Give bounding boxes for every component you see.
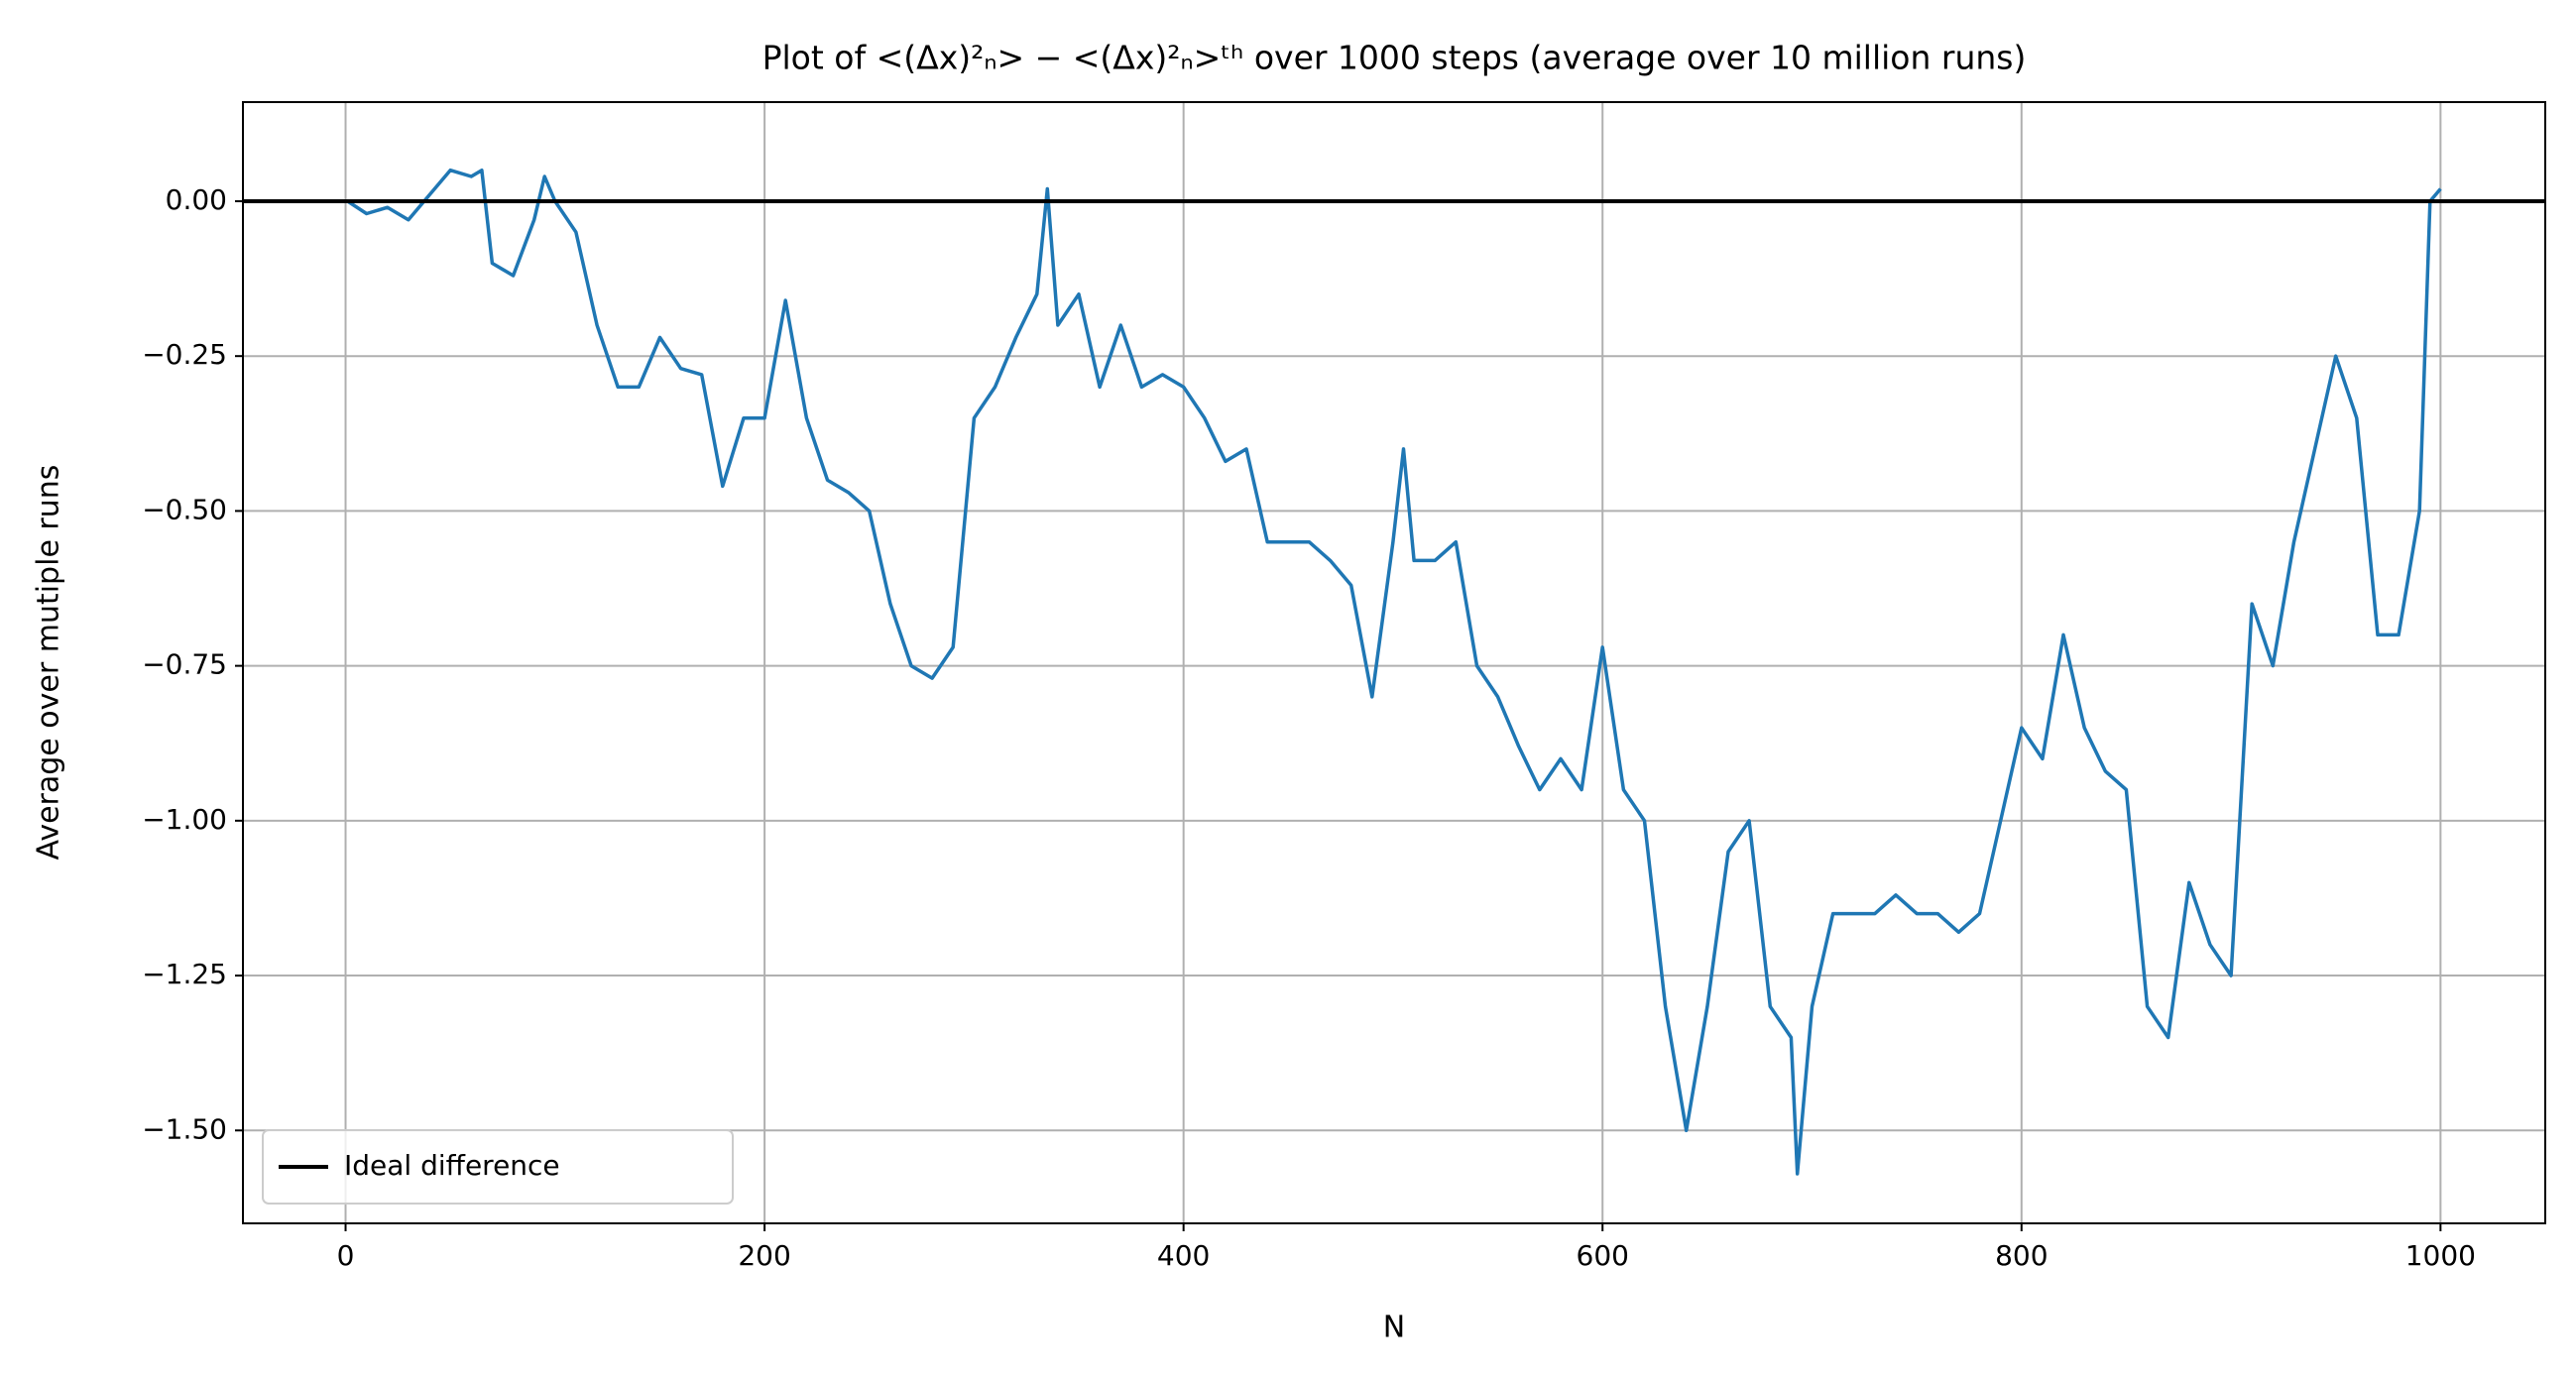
legend: Ideal difference [262, 1129, 734, 1205]
y-tick-label: −0.50 [142, 493, 227, 525]
legend-box [262, 1129, 734, 1205]
y-tick-label: 0.00 [166, 183, 227, 216]
y-tick-label: −1.00 [142, 803, 227, 836]
y-tick-label: −1.25 [142, 958, 227, 990]
y-axis-label: Average over mutiple runs [32, 465, 66, 861]
y-tick-label: −0.25 [142, 338, 227, 371]
x-axis-label: N [1383, 1311, 1405, 1345]
x-tick-label: 800 [1995, 1239, 2048, 1272]
x-tick-label: 1000 [2405, 1239, 2476, 1272]
x-tick-label: 600 [1577, 1239, 1629, 1272]
plot-frame [242, 101, 2546, 1224]
x-tick-label: 200 [738, 1239, 790, 1272]
x-tick-label: 0 [337, 1239, 355, 1272]
legend-label: Ideal difference [344, 1149, 560, 1182]
y-tick-label: −0.75 [142, 648, 227, 681]
y-tick-label: −1.50 [142, 1112, 227, 1145]
chart-title: Plot of <(Δx)²ₙ> − <(Δx)²ₙ>ᵗʰ over 1000 … [762, 39, 2027, 77]
data-line [346, 168, 2442, 1176]
x-tick-label: 400 [1157, 1239, 1210, 1272]
